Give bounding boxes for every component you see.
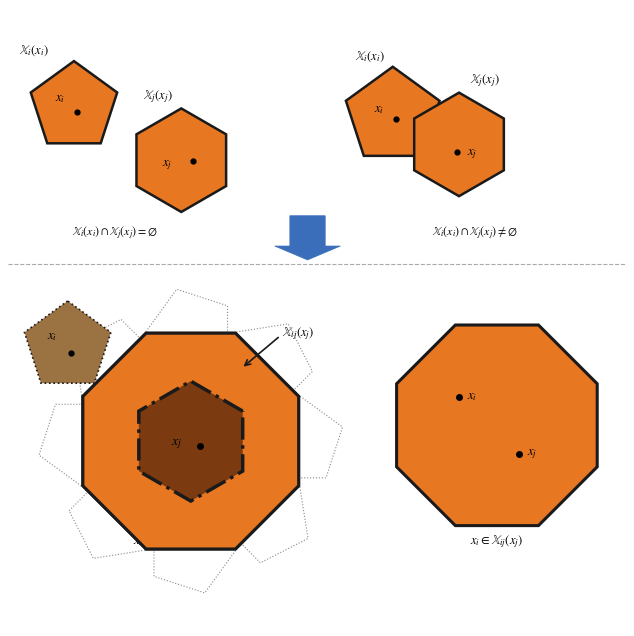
Polygon shape bbox=[136, 108, 226, 212]
Polygon shape bbox=[275, 216, 340, 260]
Polygon shape bbox=[346, 67, 439, 156]
Polygon shape bbox=[83, 333, 299, 549]
Polygon shape bbox=[139, 381, 243, 501]
Text: $x_i$: $x_i$ bbox=[467, 391, 477, 403]
Text: $x_j$: $x_j$ bbox=[527, 447, 538, 460]
Text: $x_j$: $x_j$ bbox=[162, 158, 172, 172]
Polygon shape bbox=[25, 301, 111, 383]
Polygon shape bbox=[397, 325, 597, 525]
Text: $x_i\notin\mathbb{X}_{ij}(x_j)$: $x_i\notin\mathbb{X}_{ij}(x_j)$ bbox=[133, 534, 186, 550]
Text: $x_i$: $x_i$ bbox=[374, 104, 384, 116]
Text: $\mathbb{X}_i(x_i)\cap\mathbb{X}_j(x_j)=\emptyset$: $\mathbb{X}_i(x_i)\cap\mathbb{X}_j(x_j)=… bbox=[72, 225, 158, 241]
Text: $x_j$: $x_j$ bbox=[467, 147, 477, 161]
Text: $\mathbb{X}_{ij}(x_j)$: $\mathbb{X}_{ij}(x_j)$ bbox=[282, 326, 314, 342]
Polygon shape bbox=[31, 61, 117, 143]
Text: $\mathbb{X}_i(x_i)$: $\mathbb{X}_i(x_i)$ bbox=[19, 43, 49, 58]
Text: $\mathbb{X}_i(x_i)\cap\mathbb{X}_j(x_j)\neq\emptyset$: $\mathbb{X}_i(x_i)\cap\mathbb{X}_j(x_j)\… bbox=[432, 225, 517, 241]
Polygon shape bbox=[83, 333, 299, 549]
Polygon shape bbox=[139, 381, 243, 501]
Polygon shape bbox=[414, 93, 504, 196]
Text: $x_i$: $x_i$ bbox=[55, 93, 65, 106]
Text: $x_i$: $x_i$ bbox=[47, 331, 57, 343]
Text: $\mathbb{X}_i(x_i)$: $\mathbb{X}_i(x_i)$ bbox=[355, 49, 385, 64]
Text: $\mathbb{X}_j(x_j)$: $\mathbb{X}_j(x_j)$ bbox=[143, 88, 174, 106]
Text: $\mathbb{X}_j(x_j)$: $\mathbb{X}_j(x_j)$ bbox=[470, 73, 500, 90]
Text: $x_i\in\mathbb{X}_{ij}(x_j)$: $x_i\in\mathbb{X}_{ij}(x_j)$ bbox=[470, 534, 524, 550]
Text: $x_j$: $x_j$ bbox=[171, 438, 183, 451]
